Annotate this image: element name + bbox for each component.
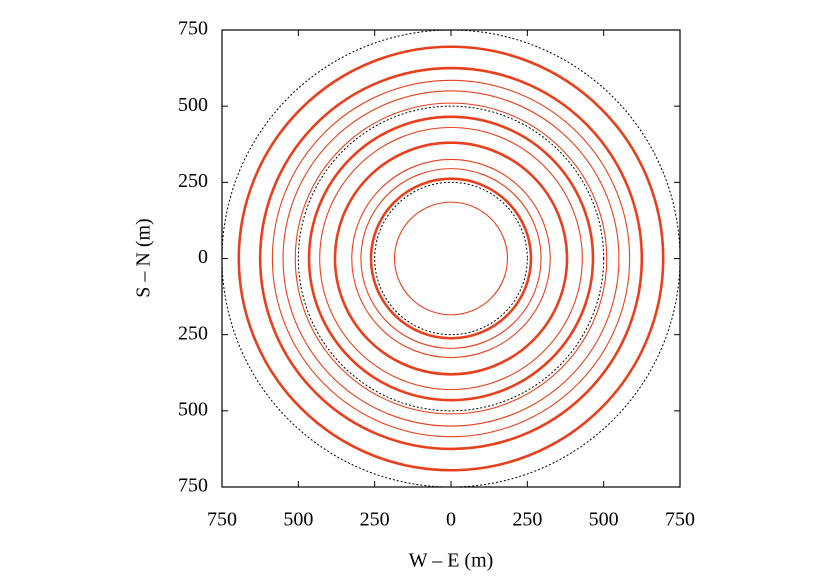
contour-line xyxy=(282,90,620,427)
contour-line xyxy=(393,201,509,316)
reference-circle xyxy=(222,30,680,487)
contour-line xyxy=(351,158,551,359)
x-axis-label: W – E (m) xyxy=(409,550,494,572)
contour-line xyxy=(360,168,542,349)
contour-line xyxy=(319,126,583,391)
reference-circle xyxy=(374,181,528,336)
y-tick-label: 0 xyxy=(198,246,208,268)
x-tick-label: 250 xyxy=(512,509,542,531)
contour-line xyxy=(294,102,608,415)
x-tick-label: 0 xyxy=(446,509,456,531)
x-tick-label: 500 xyxy=(589,509,619,531)
reference-circle xyxy=(297,105,605,412)
contour-line xyxy=(369,177,533,340)
y-tick-label: 750 xyxy=(178,475,208,497)
plot-area xyxy=(222,30,680,487)
contour-line xyxy=(333,141,569,376)
y-tick-label: 750 xyxy=(178,18,208,40)
contour-line xyxy=(237,45,665,472)
contour-line xyxy=(258,66,644,451)
y-tick-label: 500 xyxy=(178,398,208,420)
x-tick-label: 750 xyxy=(207,509,237,531)
plot-frame xyxy=(221,29,681,488)
contour-line xyxy=(271,79,631,438)
y-axis-label: S – N (m) xyxy=(133,218,155,297)
y-tick-label: 250 xyxy=(178,322,208,344)
contour-line xyxy=(307,115,595,402)
y-tick-label: 500 xyxy=(178,94,208,116)
x-tick-label: 500 xyxy=(283,509,313,531)
y-tick-label: 250 xyxy=(178,170,208,192)
x-tick-label: 750 xyxy=(665,509,695,531)
x-tick-label: 250 xyxy=(360,509,390,531)
